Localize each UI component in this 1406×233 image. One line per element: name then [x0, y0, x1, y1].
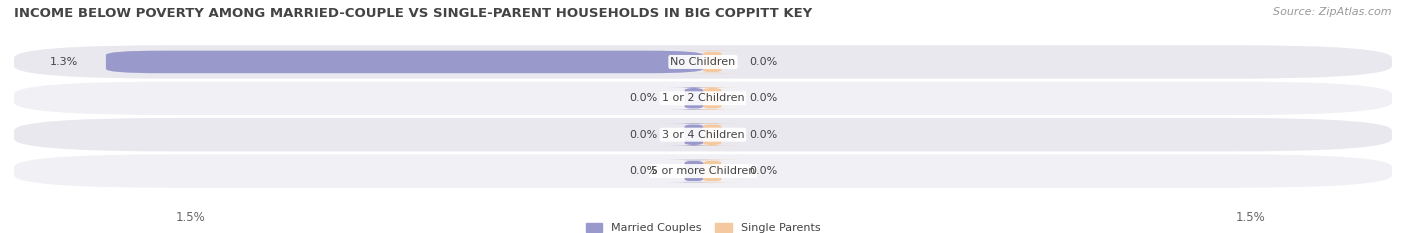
Text: 0.0%: 0.0%: [749, 93, 778, 103]
Text: INCOME BELOW POVERTY AMONG MARRIED-COUPLE VS SINGLE-PARENT HOUSEHOLDS IN BIG COP: INCOME BELOW POVERTY AMONG MARRIED-COUPL…: [14, 7, 813, 20]
Text: Source: ZipAtlas.com: Source: ZipAtlas.com: [1274, 7, 1392, 17]
Text: 0.0%: 0.0%: [749, 57, 778, 67]
Text: 1.5%: 1.5%: [1236, 211, 1265, 224]
Legend: Married Couples, Single Parents: Married Couples, Single Parents: [581, 218, 825, 233]
FancyBboxPatch shape: [14, 82, 1392, 115]
Text: 0.0%: 0.0%: [749, 166, 778, 176]
Text: 0.0%: 0.0%: [628, 93, 657, 103]
Text: 3 or 4 Children: 3 or 4 Children: [662, 130, 744, 140]
FancyBboxPatch shape: [105, 51, 703, 73]
Text: 1 or 2 Children: 1 or 2 Children: [662, 93, 744, 103]
FancyBboxPatch shape: [14, 118, 1392, 151]
Text: 1.5%: 1.5%: [176, 211, 205, 224]
Text: 0.0%: 0.0%: [628, 166, 657, 176]
FancyBboxPatch shape: [14, 45, 1392, 79]
Text: 0.0%: 0.0%: [749, 130, 778, 140]
FancyBboxPatch shape: [685, 123, 740, 146]
Text: 1.3%: 1.3%: [51, 57, 79, 67]
FancyBboxPatch shape: [685, 160, 740, 182]
Text: No Children: No Children: [671, 57, 735, 67]
FancyBboxPatch shape: [14, 154, 1392, 188]
FancyBboxPatch shape: [685, 87, 740, 110]
Text: 5 or more Children: 5 or more Children: [651, 166, 755, 176]
FancyBboxPatch shape: [685, 51, 740, 73]
FancyBboxPatch shape: [666, 160, 721, 182]
FancyBboxPatch shape: [666, 87, 721, 110]
Text: 0.0%: 0.0%: [628, 130, 657, 140]
FancyBboxPatch shape: [666, 123, 721, 146]
